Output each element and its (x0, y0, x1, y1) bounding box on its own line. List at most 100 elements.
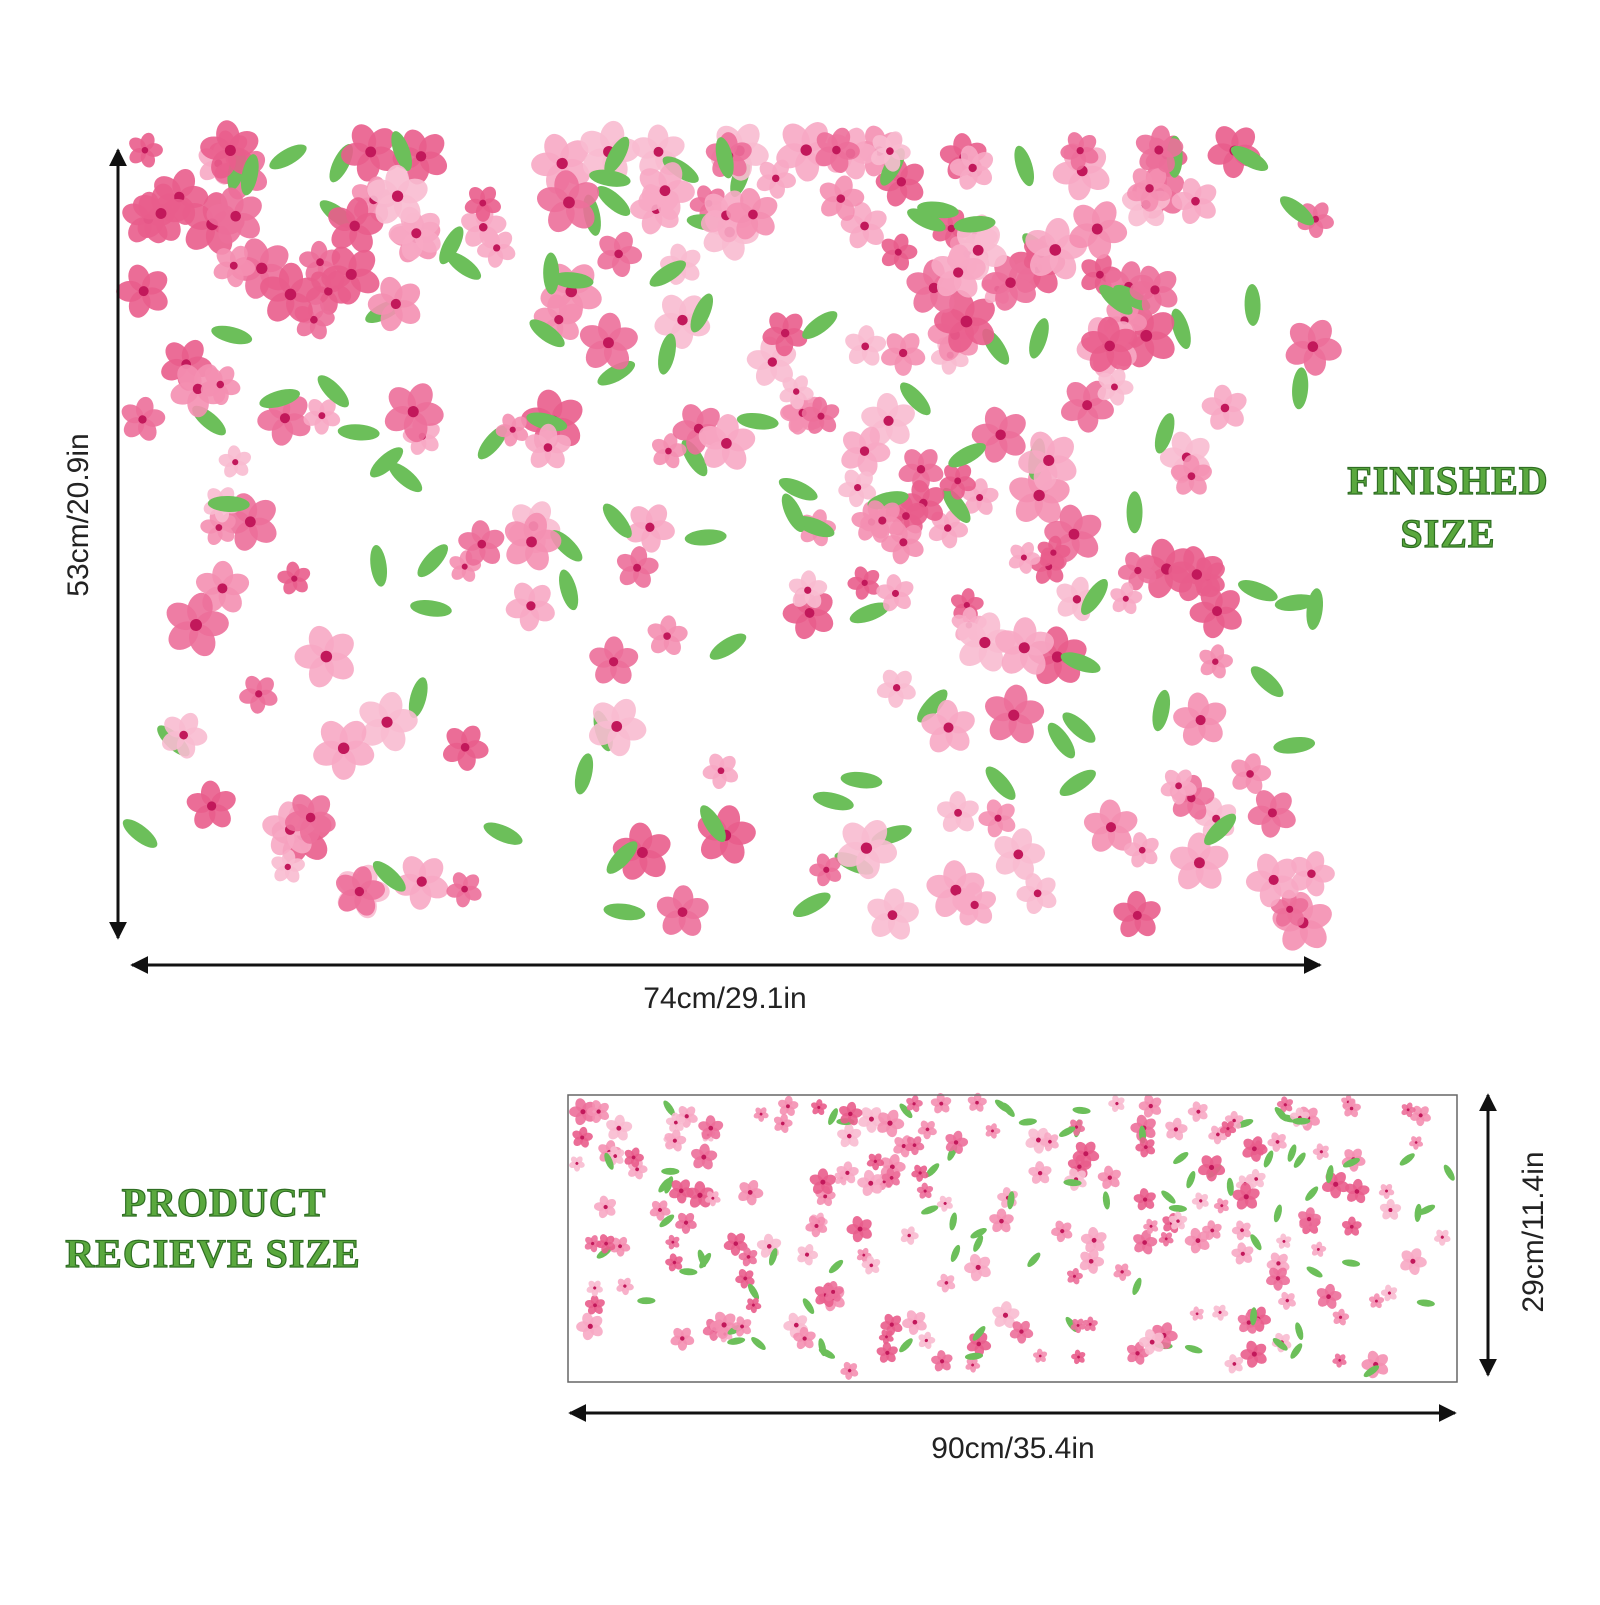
flower (1083, 799, 1138, 852)
leaf (953, 215, 996, 233)
flower-center (636, 847, 648, 858)
leaf (658, 333, 676, 375)
leaf (408, 677, 428, 719)
petal (1257, 853, 1280, 881)
leaf (781, 493, 805, 533)
leaf (1399, 1153, 1415, 1166)
petal (994, 836, 1020, 859)
petal (682, 404, 704, 430)
petal (1009, 477, 1040, 503)
petal (452, 872, 468, 890)
leaf (603, 903, 646, 921)
flower-center (780, 328, 790, 338)
flower (1231, 753, 1272, 794)
petal (1215, 126, 1239, 152)
leaf (1060, 652, 1101, 673)
flower-center (478, 222, 488, 232)
flower-center (493, 244, 501, 252)
flower-center (659, 185, 671, 197)
leaf (240, 154, 259, 196)
flower-center (894, 248, 902, 256)
petal (216, 248, 236, 268)
petal (1289, 322, 1316, 350)
flower (1170, 454, 1212, 495)
flower (446, 872, 482, 908)
flower-center (611, 721, 623, 732)
flower (971, 406, 1026, 463)
leaf (1126, 491, 1143, 534)
flower-center (772, 174, 780, 183)
flower (588, 698, 647, 757)
flower (1267, 1132, 1287, 1152)
leaf (122, 819, 158, 848)
flower (1071, 1349, 1086, 1365)
petal (943, 860, 967, 891)
flower (1025, 217, 1088, 280)
leaf (812, 791, 854, 811)
leaf (942, 487, 971, 523)
flower-center (916, 465, 926, 474)
leaf (985, 766, 1016, 800)
flower (1341, 1216, 1362, 1236)
petal (845, 333, 866, 351)
flower (961, 478, 999, 515)
petal (504, 521, 533, 547)
flower (1060, 380, 1114, 433)
flower (638, 162, 695, 220)
petal (359, 701, 389, 728)
flower (876, 574, 914, 612)
flower-center (1267, 808, 1277, 818)
flower (847, 566, 880, 600)
flower (1060, 132, 1099, 171)
petal (177, 364, 202, 391)
flower-center (943, 722, 954, 733)
flower-center (1145, 184, 1154, 193)
flower-center (324, 287, 333, 296)
leaf (899, 382, 931, 416)
flower-center (1195, 715, 1206, 726)
finished-height: 53cm/20.9in (62, 433, 95, 596)
flower-center (1096, 270, 1104, 279)
petal (544, 133, 569, 165)
flower-center (854, 483, 862, 492)
flower (1316, 1283, 1342, 1309)
leaf (370, 544, 388, 587)
flower (801, 396, 840, 434)
flower (1165, 1117, 1188, 1141)
leaf (849, 602, 890, 624)
flower (616, 1277, 634, 1296)
leaf (388, 462, 423, 493)
flower (738, 1180, 764, 1206)
flower-center (232, 459, 239, 466)
flower (1361, 1350, 1389, 1379)
flower (132, 183, 191, 241)
leaf (602, 503, 632, 538)
flower-center (860, 221, 869, 231)
petal (630, 506, 653, 530)
leaf (1305, 1186, 1319, 1201)
flower-center (1212, 606, 1223, 617)
flower-center (1051, 651, 1063, 663)
flower-center (609, 657, 619, 667)
leaf (439, 226, 464, 265)
flower (1110, 582, 1143, 615)
petal (547, 294, 567, 320)
petal (854, 566, 869, 584)
finished-width: 74cm/29.1in (643, 982, 806, 1015)
leaf (596, 186, 631, 216)
petal (589, 647, 615, 668)
flower-center (391, 190, 404, 202)
flower-center (1132, 910, 1142, 920)
petal (166, 602, 198, 631)
flower (1213, 1198, 1229, 1214)
petal (944, 464, 961, 482)
flower (841, 426, 891, 477)
petal (449, 556, 466, 570)
petal (986, 799, 1003, 819)
flower (213, 245, 256, 288)
flower (936, 1273, 956, 1293)
flower-center (224, 144, 236, 156)
received-label: PRODUCT (122, 1180, 327, 1225)
petal (128, 264, 151, 292)
flower-center (717, 767, 725, 775)
